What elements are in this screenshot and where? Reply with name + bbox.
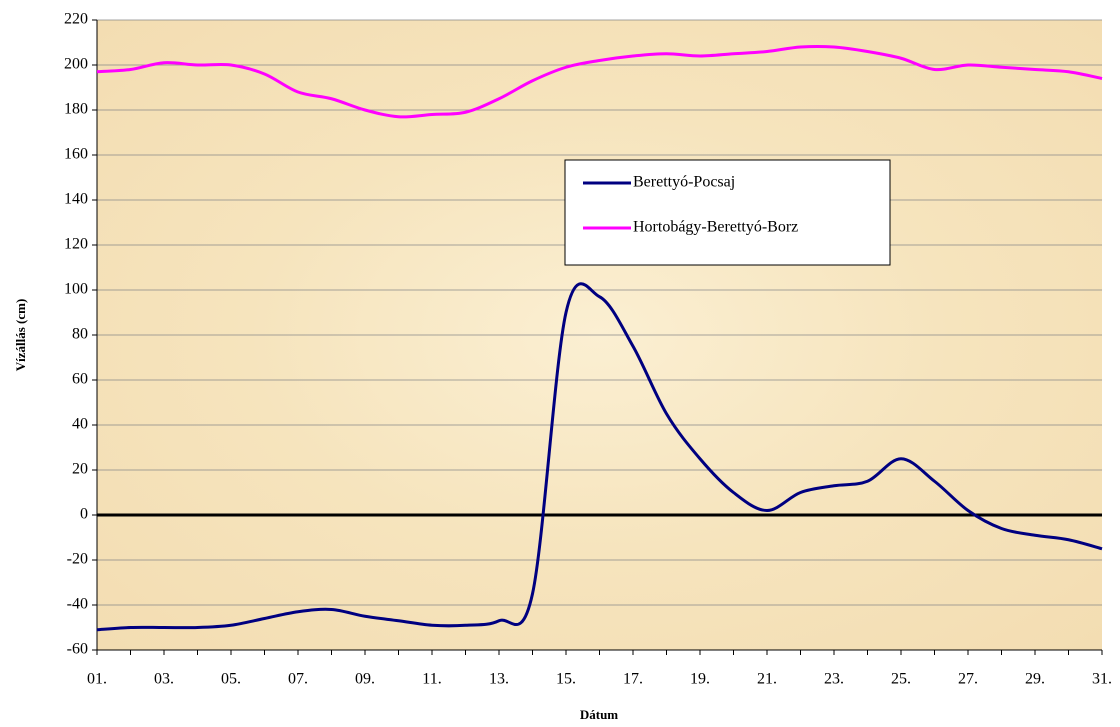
y-tick-label: 120 bbox=[64, 236, 88, 253]
x-tick-label: 13. bbox=[489, 671, 509, 688]
y-tick-label: 180 bbox=[64, 101, 88, 118]
x-tick-label: 05. bbox=[221, 671, 241, 688]
series-line bbox=[96, 282, 1103, 632]
y-tick-label: 0 bbox=[80, 506, 88, 523]
y-tick-label: 200 bbox=[64, 56, 88, 73]
y-tick-label: -40 bbox=[67, 596, 88, 613]
x-tick-label: 27. bbox=[958, 671, 978, 688]
y-tick-label: -60 bbox=[67, 641, 88, 658]
y-tick-label: 60 bbox=[72, 371, 88, 388]
x-tick-label: 19. bbox=[690, 671, 710, 688]
legend-label: Hortobágy-Berettyó-Borz bbox=[633, 219, 798, 236]
x-tick-label: 09. bbox=[355, 671, 375, 688]
y-axis-label: Vízállás (cm) bbox=[13, 299, 28, 372]
x-tick-label: 25. bbox=[891, 671, 911, 688]
x-tick-label: 29. bbox=[1025, 671, 1045, 688]
legend-label: Berettyó-Pocsaj bbox=[633, 174, 735, 191]
legend-box bbox=[564, 159, 891, 266]
x-tick-label: 17. bbox=[623, 671, 643, 688]
y-tick-label: 100 bbox=[64, 281, 88, 298]
y-tick-label: 220 bbox=[64, 11, 88, 28]
x-tick-label: 07. bbox=[288, 671, 308, 688]
x-tick-label: 01. bbox=[87, 671, 107, 688]
y-tick-label: 140 bbox=[64, 191, 88, 208]
x-tick-label: 11. bbox=[422, 671, 441, 688]
y-tick-label: 20 bbox=[72, 461, 88, 478]
x-tick-label: 31. bbox=[1092, 671, 1112, 688]
y-tick-label: 160 bbox=[64, 146, 88, 163]
x-axis-label: Dátum bbox=[580, 707, 618, 722]
x-tick-label: 23. bbox=[824, 671, 844, 688]
x-tick-label: 15. bbox=[556, 671, 576, 688]
y-tick-label: 80 bbox=[72, 326, 88, 343]
x-tick-label: 21. bbox=[757, 671, 777, 688]
y-tick-label: -20 bbox=[67, 551, 88, 568]
x-tick-label: 03. bbox=[154, 671, 174, 688]
y-tick-label: 40 bbox=[72, 416, 88, 433]
series-line bbox=[96, 44, 1103, 119]
